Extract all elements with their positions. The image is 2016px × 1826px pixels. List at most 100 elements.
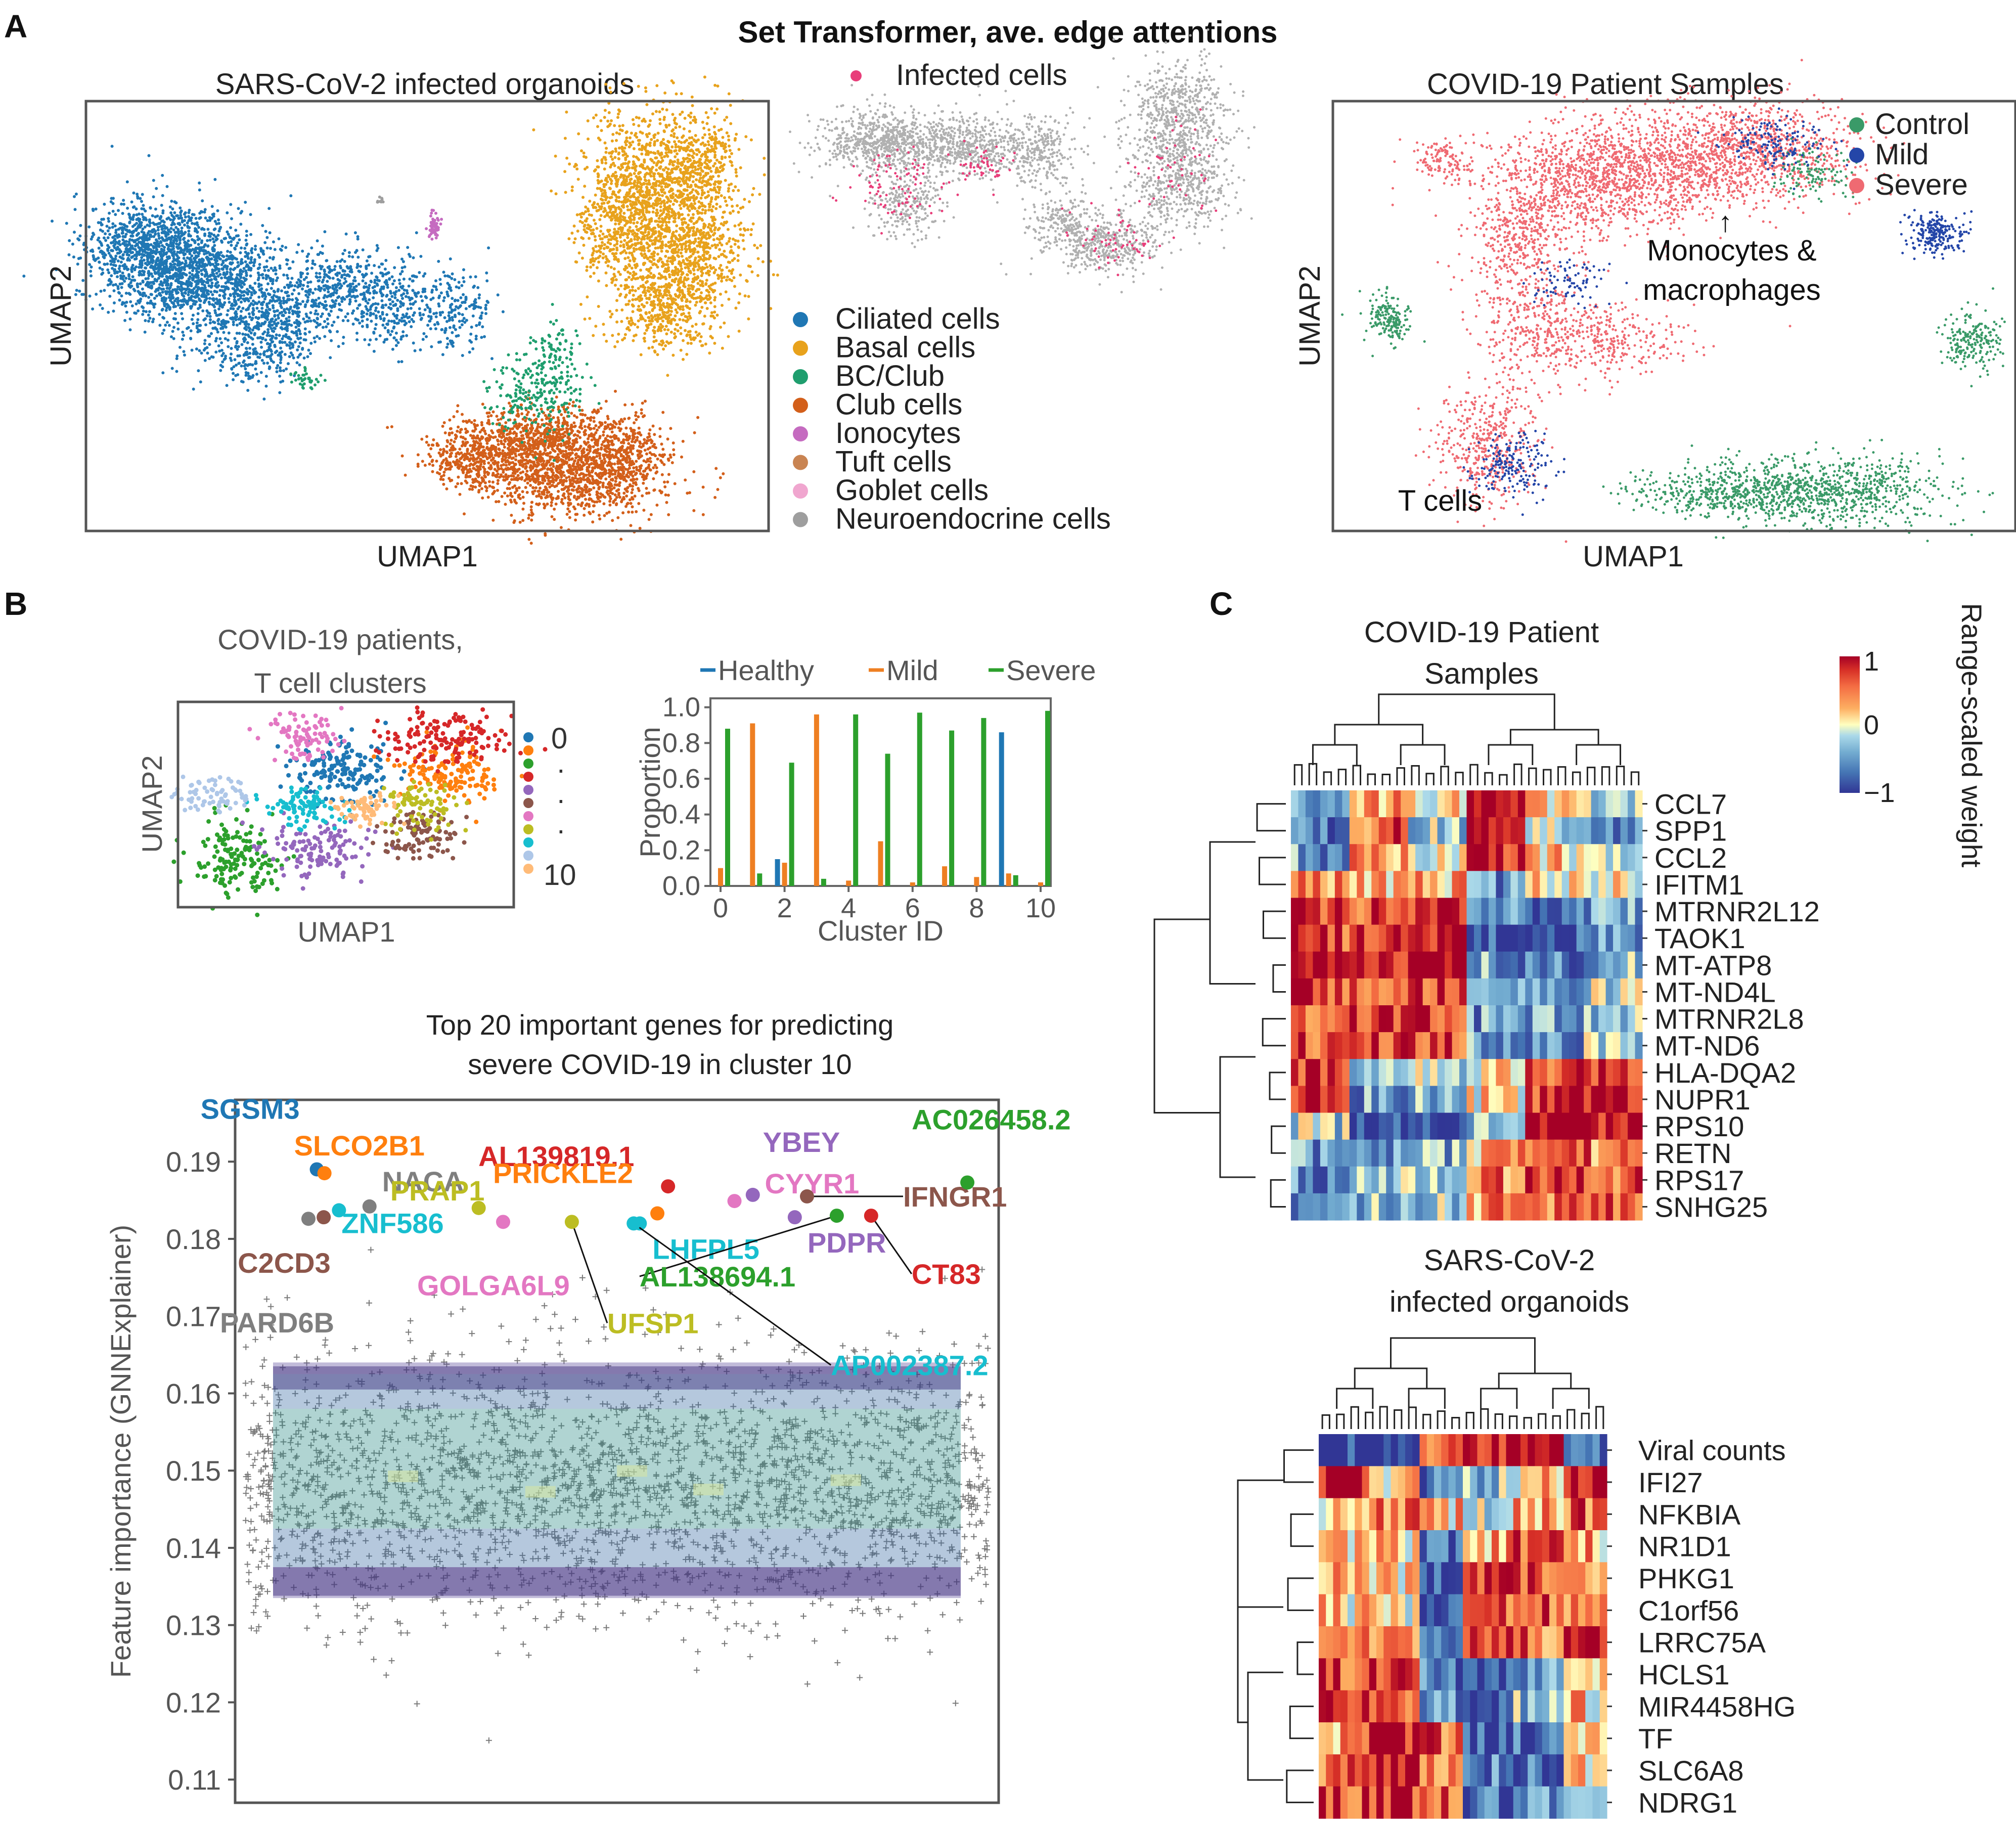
heatmap-cell	[1313, 1166, 1321, 1194]
heatmap-cell	[1364, 978, 1372, 1006]
heatmap-cell	[1340, 1786, 1348, 1819]
heatmap-cell	[1585, 1722, 1593, 1755]
heatmap-cell	[1355, 1658, 1363, 1691]
heatmap-cell	[1532, 1166, 1540, 1194]
heatmap-cell	[1320, 1112, 1328, 1140]
heatmap-cell	[1448, 1786, 1456, 1819]
heatmap-cell	[1481, 1086, 1489, 1114]
heatmap-cell	[1445, 1139, 1453, 1167]
heatmap-cell	[1437, 844, 1445, 871]
heatmap-cell	[1393, 1005, 1401, 1033]
heatmap-cell	[1481, 1059, 1489, 1086]
heatmap-cell	[1591, 1139, 1599, 1167]
gene-label: PRICKLE2	[493, 1157, 633, 1189]
heatmap-cell	[1401, 817, 1409, 844]
heatmap-cell	[1362, 1562, 1370, 1595]
heatmap-cell	[1422, 978, 1430, 1006]
heatmap-cell	[1488, 844, 1497, 871]
heatmap-cell	[1434, 1594, 1442, 1627]
heatmap-cell	[1326, 1498, 1334, 1531]
heatmap-cell	[1357, 871, 1365, 899]
heatmap-cell	[1532, 844, 1540, 871]
heatmap-cell	[1369, 1722, 1377, 1755]
heatmap-cell	[1327, 1166, 1335, 1194]
bar-ytick-label: 0.4	[662, 799, 700, 830]
heatmap-cell	[1499, 1786, 1507, 1819]
heatmap-cell	[1517, 978, 1526, 1006]
heatmap-cell	[1620, 1032, 1628, 1059]
heatmap-cell	[1434, 1754, 1442, 1787]
bar-ytick-label: 0.0	[662, 871, 700, 901]
heatmap-cell	[1371, 871, 1379, 899]
heatmap-cell	[1355, 1722, 1363, 1755]
heatmap-cell	[1291, 871, 1299, 899]
heatmap-cell	[1334, 1086, 1342, 1114]
heatmap-cell	[1452, 871, 1460, 899]
heatmap-cell	[1563, 1722, 1572, 1755]
heatmap-cell	[1291, 1166, 1299, 1194]
heatmap-cell	[1434, 1562, 1442, 1595]
heatmap-cell	[1386, 817, 1394, 844]
heatmap-cell	[1326, 1466, 1334, 1499]
heatmap-cell	[1635, 978, 1643, 1006]
heatmap-cell	[1569, 1166, 1577, 1194]
heatmap-row-label: CCL2	[1654, 842, 1727, 874]
heatmap-cell	[1535, 1498, 1543, 1531]
heatmap-cell	[1393, 790, 1401, 818]
heatmap-cell	[1569, 844, 1577, 871]
heatmap-cell	[1412, 1786, 1420, 1819]
heatmap-cell	[1620, 951, 1628, 979]
heatmap-cell	[1412, 1498, 1420, 1531]
heatmap-cell	[1333, 1530, 1341, 1563]
heatmap-cell	[1401, 871, 1409, 899]
heatmap-cell	[1605, 1139, 1614, 1167]
heatmap-cell	[1362, 1690, 1370, 1723]
heatmap-cell	[1459, 1086, 1467, 1114]
heatmap-cell	[1599, 1658, 1607, 1691]
heatmap-cell	[1405, 1786, 1413, 1819]
heatmap-cell	[1434, 1498, 1442, 1531]
heatmap-cell	[1481, 978, 1489, 1006]
heatmap-cell	[1535, 1690, 1543, 1723]
heatmap-cell	[1291, 978, 1299, 1006]
organoid-umap-title: SARS-CoV-2 infected organoids	[215, 68, 635, 101]
heatmap-cell	[1591, 978, 1599, 1006]
heatmap-cell	[1599, 1754, 1607, 1787]
heatmap-cell	[1513, 1658, 1521, 1691]
heatmap-cell	[1503, 951, 1511, 979]
cluster-legend-marker	[523, 851, 533, 861]
heatmap-cell	[1470, 1434, 1478, 1466]
heatmap-cell	[1415, 1112, 1423, 1140]
heatmap-cell	[1378, 871, 1386, 899]
heatmap-cell	[1437, 1005, 1445, 1033]
heatmap-cell	[1528, 1626, 1536, 1659]
heatmap-row-dendrogram	[1237, 1449, 1314, 1803]
heatmap-cell	[1585, 1594, 1593, 1627]
heatmap-cell	[1488, 1032, 1497, 1059]
heatmap-cell	[1349, 951, 1357, 979]
heatmap-cell	[1386, 951, 1394, 979]
heatmap-cell	[1355, 1594, 1363, 1627]
cell-type-legend-label: Ciliated cells	[835, 302, 1000, 335]
heatmap-cell	[1408, 1193, 1416, 1221]
heatmap-cell	[1540, 790, 1548, 818]
heatmap-cell	[1492, 1562, 1499, 1595]
heatmap-cell	[1349, 924, 1357, 952]
heatmap-cell	[1503, 1166, 1511, 1194]
heatmap-cell	[1513, 1786, 1521, 1819]
heatmap-cell	[1393, 1166, 1401, 1194]
heatmap-cell	[1452, 1112, 1460, 1140]
heatmap-cell	[1405, 1530, 1413, 1563]
heatmap-cell	[1592, 1786, 1600, 1819]
heatmap-cell	[1298, 924, 1306, 952]
heatmap-cell	[1419, 1434, 1427, 1466]
heatmap-cell	[1320, 871, 1328, 899]
heatmap-cell	[1613, 898, 1621, 925]
heatmap-cell	[1383, 1722, 1392, 1755]
heatmap-cell	[1422, 817, 1430, 844]
heatmap-cell	[1357, 1139, 1365, 1167]
colorbar-tick-max: 1	[1864, 646, 1879, 677]
gene-plot-frame	[234, 1098, 1000, 1804]
heatmap-cell	[1499, 1690, 1507, 1723]
heatmap-cell	[1484, 1562, 1492, 1595]
